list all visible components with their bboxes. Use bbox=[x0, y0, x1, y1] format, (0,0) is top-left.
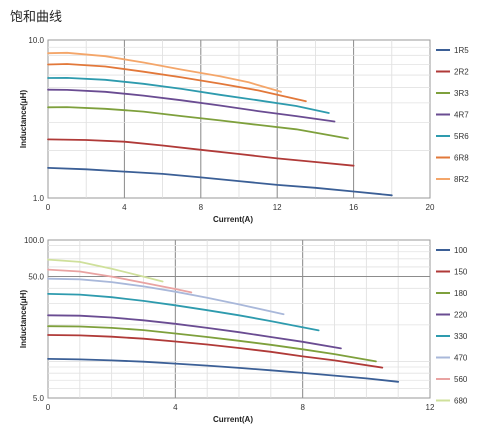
legend-label-6R8: 6R8 bbox=[454, 154, 469, 163]
x-tick-label: 4 bbox=[122, 203, 127, 212]
series-line-150 bbox=[47, 334, 384, 369]
series-line-470 bbox=[47, 277, 285, 316]
series-line-330 bbox=[47, 293, 320, 332]
legend-label-560: 560 bbox=[454, 375, 468, 384]
series-line-680 bbox=[47, 258, 164, 283]
series-line-220 bbox=[47, 314, 342, 350]
x-tick-label: 8 bbox=[300, 403, 305, 412]
x-tick-label: 8 bbox=[199, 203, 204, 212]
x-axis-label: Current(A) bbox=[213, 215, 253, 224]
y-tick-label: 100.0 bbox=[24, 236, 45, 245]
y-tick-label: 1.0 bbox=[33, 194, 45, 203]
series-line-3R3 bbox=[47, 106, 349, 140]
y-tick-label: 5.0 bbox=[33, 394, 45, 403]
legend-label-180: 180 bbox=[454, 289, 468, 298]
series-line-100 bbox=[47, 358, 400, 383]
x-tick-label: 12 bbox=[426, 403, 435, 412]
y-tick-label: 50.0 bbox=[28, 273, 44, 282]
x-axis-label: Current(A) bbox=[213, 415, 253, 424]
series-line-8R2 bbox=[47, 51, 282, 93]
series-line-2R2 bbox=[47, 138, 355, 167]
series-line-5R6 bbox=[47, 77, 330, 114]
legend-label-1R5: 1R5 bbox=[454, 46, 469, 55]
legend-label-2R2: 2R2 bbox=[454, 68, 469, 77]
x-tick-label: 12 bbox=[273, 203, 282, 212]
series-line-6R8 bbox=[47, 63, 307, 103]
legend-label-100: 100 bbox=[454, 246, 468, 255]
legend-label-470: 470 bbox=[454, 354, 468, 363]
page-title: 饱和曲线 bbox=[10, 10, 63, 25]
legend-label-330: 330 bbox=[454, 332, 468, 341]
legend-label-8R2: 8R2 bbox=[454, 175, 469, 184]
x-tick-label: 0 bbox=[46, 203, 51, 212]
legend-label-150: 150 bbox=[454, 268, 468, 277]
legend-label-220: 220 bbox=[454, 311, 468, 320]
series-line-180 bbox=[47, 325, 377, 363]
legend-label-4R7: 4R7 bbox=[454, 111, 469, 120]
x-tick-label: 0 bbox=[46, 403, 51, 412]
x-tick-label: 16 bbox=[349, 203, 358, 212]
series-line-560 bbox=[47, 268, 193, 294]
x-tick-label: 20 bbox=[426, 203, 435, 212]
legend-label-5R6: 5R6 bbox=[454, 132, 469, 141]
y-tick-label: 10.0 bbox=[28, 36, 44, 45]
legend-label-680: 680 bbox=[454, 397, 468, 406]
series-line-1R5 bbox=[47, 167, 393, 197]
x-tick-label: 4 bbox=[173, 403, 178, 412]
legend-label-3R3: 3R3 bbox=[454, 89, 469, 98]
y-axis-label: Inductance(μH) bbox=[19, 90, 28, 149]
y-axis-label: Inductance(μH) bbox=[19, 290, 28, 349]
series-line-4R7 bbox=[47, 88, 336, 123]
